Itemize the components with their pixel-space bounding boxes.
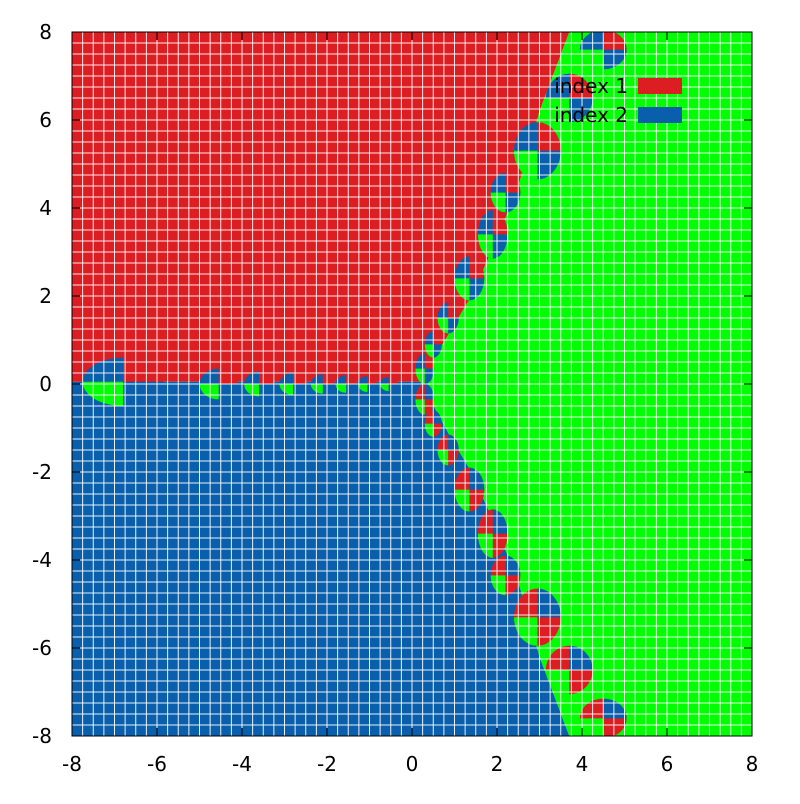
x-tick-label: 6 bbox=[661, 752, 674, 776]
x-tick-label: -2 bbox=[317, 752, 337, 776]
boundary-bulb bbox=[514, 588, 561, 646]
x-tick-label: -8 bbox=[62, 752, 82, 776]
boundary-bulb bbox=[477, 509, 508, 558]
boundary-bulb bbox=[477, 210, 508, 259]
boundary-bulb bbox=[490, 555, 521, 596]
x-axis-ticks: -8 -6 -4 -2 0 2 4 6 8 bbox=[62, 32, 758, 776]
legend-swatch bbox=[638, 78, 682, 94]
y-tick-label: -2 bbox=[32, 460, 52, 484]
y-tick-label: -4 bbox=[32, 548, 52, 572]
y-tick-label: 4 bbox=[39, 196, 52, 220]
x-tick-label: -4 bbox=[232, 752, 252, 776]
y-tick-label: 0 bbox=[39, 372, 52, 396]
y-tick-label: -6 bbox=[32, 636, 52, 660]
x-tick-label: 0 bbox=[406, 752, 419, 776]
boundary-bulb bbox=[415, 384, 435, 415]
basin-red bbox=[72, 32, 570, 382]
boundary-bulb bbox=[514, 122, 561, 180]
x-tick-label: 2 bbox=[491, 752, 504, 776]
legend-label: index 2 bbox=[554, 103, 628, 127]
grid-lines bbox=[72, 32, 752, 736]
boundary-bulb bbox=[454, 256, 485, 301]
x-tick-label: 4 bbox=[576, 752, 589, 776]
boundary-bulb bbox=[82, 357, 164, 406]
legend: index 1 index 2 bbox=[554, 74, 682, 127]
legend-swatch bbox=[638, 107, 682, 123]
boundary-bulb bbox=[415, 353, 435, 384]
y-tick-label: 8 bbox=[39, 20, 52, 44]
boundary-bulb bbox=[490, 172, 521, 213]
y-tick-label: 2 bbox=[39, 284, 52, 308]
y-axis-ticks: 8 6 4 2 0 -2 -4 -6 -8 bbox=[32, 20, 752, 748]
basin-blue bbox=[72, 381, 570, 736]
y-tick-label: 6 bbox=[39, 108, 52, 132]
boundary-bulb bbox=[454, 467, 485, 512]
legend-label: index 1 bbox=[554, 74, 628, 98]
y-tick-label: -8 bbox=[32, 724, 52, 748]
x-tick-label: 8 bbox=[746, 752, 759, 776]
x-tick-label: -6 bbox=[147, 752, 167, 776]
